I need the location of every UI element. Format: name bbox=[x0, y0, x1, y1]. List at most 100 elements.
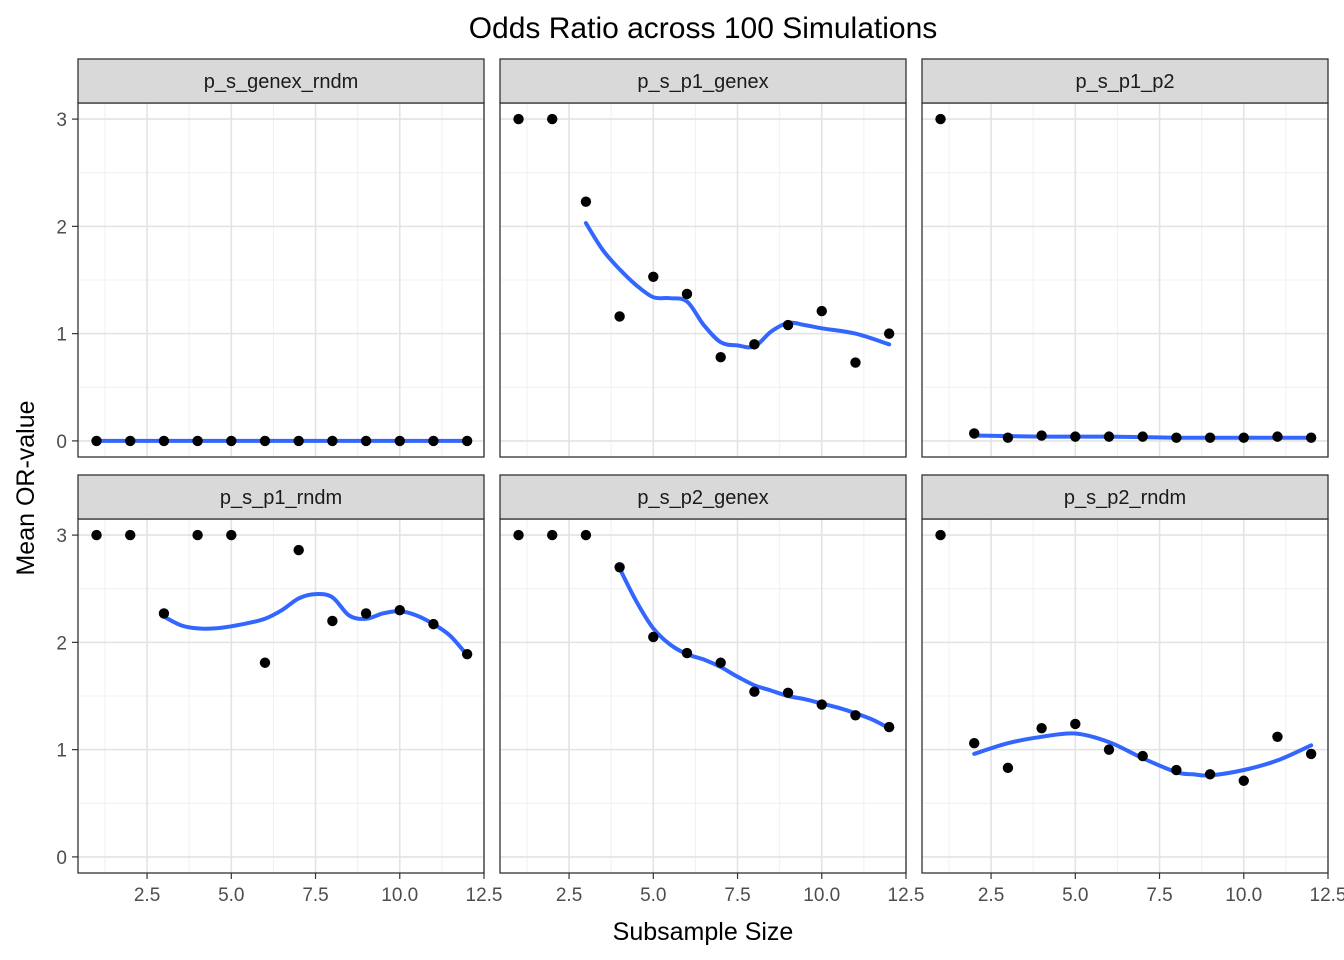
strip-background bbox=[499, 58, 907, 104]
x-tick-label: 5.0 bbox=[218, 885, 244, 906]
data-point bbox=[91, 435, 102, 447]
data-point bbox=[580, 529, 592, 541]
y-tick-label: 1 bbox=[56, 741, 67, 762]
data-point bbox=[1036, 430, 1047, 441]
x-tick-label: 7.5 bbox=[302, 885, 328, 906]
data-point bbox=[816, 699, 827, 710]
x-tick-label: 5.0 bbox=[640, 885, 666, 906]
data-point bbox=[1204, 432, 1216, 443]
data-point bbox=[327, 615, 338, 627]
data-point bbox=[1103, 431, 1115, 442]
data-point bbox=[547, 113, 558, 125]
y-tick-label: 3 bbox=[56, 110, 67, 131]
data-point bbox=[614, 311, 625, 322]
data-point bbox=[360, 608, 372, 619]
data-point bbox=[158, 435, 170, 447]
x-tick-label: 7.5 bbox=[724, 885, 750, 906]
y-tick-label: 2 bbox=[56, 633, 67, 654]
data-point bbox=[1204, 769, 1216, 780]
x-tick-label: 10.0 bbox=[381, 885, 418, 906]
strip-background bbox=[77, 58, 485, 104]
data-point bbox=[428, 435, 439, 447]
x-tick-label: 10.0 bbox=[803, 885, 840, 906]
data-point bbox=[91, 529, 102, 541]
data-point bbox=[547, 529, 558, 541]
strip-label: p_s_p2_rndm bbox=[1064, 487, 1186, 509]
data-point bbox=[293, 435, 304, 447]
facet-panel-p_s_p1_genex: p_s_p1_genex bbox=[499, 58, 907, 458]
facet-panel-p_s_p2_genex: p_s_p2_genex 2.5 5.0 7.5 10.0 12.5 bbox=[499, 474, 925, 906]
data-point bbox=[935, 529, 946, 541]
data-point bbox=[226, 529, 237, 541]
x-tick-label: 12.5 bbox=[1310, 885, 1344, 906]
facet-panel-p_s_p1_rndm: p_s_p1_rndm 0 1 2 3 2.5 5.0 7.5 10.0 12.5 bbox=[56, 474, 502, 906]
data-point bbox=[749, 686, 760, 697]
smooth-line bbox=[161, 592, 470, 658]
data-point bbox=[1305, 432, 1317, 443]
data-point bbox=[681, 288, 693, 300]
data-point bbox=[580, 196, 592, 207]
data-point bbox=[715, 352, 726, 363]
data-point bbox=[782, 319, 794, 331]
smooth-line bbox=[972, 731, 1314, 778]
data-point bbox=[259, 657, 271, 668]
data-point bbox=[1070, 718, 1081, 730]
y-tick-label: 0 bbox=[56, 848, 67, 869]
x-axis-title: Subsample Size bbox=[613, 918, 794, 946]
strip-background bbox=[921, 474, 1329, 520]
y-tick-label: 1 bbox=[56, 325, 67, 346]
data-point bbox=[1070, 431, 1081, 442]
data-point bbox=[1002, 432, 1014, 443]
data-point bbox=[158, 608, 170, 619]
data-point bbox=[428, 618, 439, 630]
data-point bbox=[1171, 432, 1182, 443]
data-point bbox=[850, 357, 861, 368]
data-point bbox=[513, 113, 524, 125]
data-point bbox=[125, 529, 136, 541]
data-point bbox=[1305, 748, 1317, 760]
data-point bbox=[1272, 431, 1283, 442]
strip-background bbox=[921, 58, 1329, 104]
x-tick-label: 7.5 bbox=[1146, 885, 1172, 906]
data-point bbox=[1137, 431, 1148, 442]
data-point bbox=[1272, 731, 1283, 742]
data-point bbox=[327, 435, 338, 447]
y-axis-title: Mean OR-value bbox=[12, 400, 40, 575]
data-point bbox=[1238, 775, 1249, 786]
data-point bbox=[883, 328, 895, 339]
data-point bbox=[394, 435, 405, 447]
data-point bbox=[850, 710, 861, 721]
y-tick-label: 2 bbox=[56, 217, 67, 238]
data-point bbox=[883, 721, 895, 733]
data-point bbox=[360, 435, 372, 447]
data-point bbox=[513, 529, 524, 541]
strip-label: p_s_p1_genex bbox=[637, 71, 768, 93]
data-point bbox=[259, 435, 271, 447]
x-tick-label: 5.0 bbox=[1062, 885, 1088, 906]
strip-background bbox=[77, 474, 485, 520]
strip-label: p_s_p1_rndm bbox=[220, 487, 342, 509]
data-point bbox=[782, 687, 794, 698]
data-point bbox=[1238, 432, 1249, 443]
data-point bbox=[192, 529, 203, 541]
smooth-line bbox=[583, 221, 892, 350]
x-tick-label: 12.5 bbox=[888, 885, 925, 906]
data-point bbox=[461, 435, 473, 447]
data-point bbox=[749, 339, 760, 350]
x-tick-label: 2.5 bbox=[134, 885, 160, 906]
data-point bbox=[614, 562, 625, 573]
facet-panel-p_s_genex_rndm: p_s_genex_rndm 0 1 2 3 bbox=[56, 58, 485, 458]
data-point bbox=[715, 657, 726, 668]
x-tick-label: 2.5 bbox=[556, 885, 582, 906]
smooth-line bbox=[617, 566, 892, 731]
strip-label: p_s_p1_p2 bbox=[1076, 71, 1175, 93]
data-point bbox=[1137, 750, 1148, 762]
y-tick-label: 0 bbox=[56, 432, 67, 453]
data-point bbox=[1103, 744, 1115, 755]
data-point bbox=[648, 631, 659, 643]
data-point bbox=[226, 435, 237, 447]
data-point bbox=[816, 305, 827, 317]
data-point bbox=[969, 428, 980, 439]
